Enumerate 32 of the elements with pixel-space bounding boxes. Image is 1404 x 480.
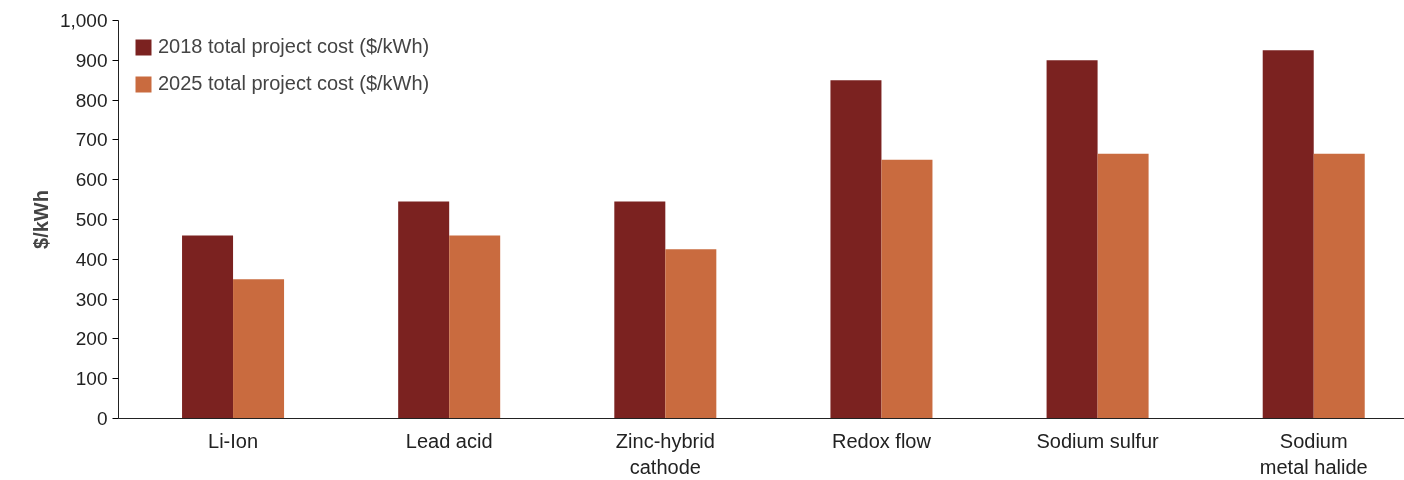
y-tick-label: 300 bbox=[75, 288, 108, 310]
bar bbox=[1313, 153, 1365, 419]
bar bbox=[1097, 153, 1149, 419]
x-tick-label: Redox flow bbox=[831, 429, 932, 452]
legend-label: 2025 total project cost ($/kWh) bbox=[158, 72, 430, 95]
y-tick-label: 400 bbox=[75, 248, 108, 270]
y-tick-label: 0 bbox=[96, 408, 108, 429]
y-tick-label: 200 bbox=[75, 328, 108, 350]
y-tick-label: 100 bbox=[75, 368, 108, 390]
bar bbox=[830, 80, 882, 419]
bar bbox=[182, 235, 234, 419]
x-tick-label: Sodium sulfur bbox=[1036, 429, 1160, 452]
bar bbox=[665, 249, 717, 419]
x-tick-label: Zinc-hybrid cathode bbox=[615, 429, 715, 478]
y-tick-label: 900 bbox=[75, 49, 108, 71]
y-tick-label: 800 bbox=[75, 89, 108, 111]
bar bbox=[614, 201, 666, 419]
y-tick-label: 700 bbox=[75, 129, 108, 151]
bar bbox=[398, 201, 450, 419]
bar bbox=[449, 235, 501, 419]
x-tick-label: Li-Ion bbox=[208, 429, 259, 452]
bar bbox=[1262, 50, 1314, 419]
x-tick-label: Sodium metal halide bbox=[1259, 429, 1368, 478]
bar bbox=[881, 159, 933, 419]
y-tick-label: 500 bbox=[75, 209, 108, 230]
y-tick-label: 1,000 bbox=[59, 10, 108, 31]
y-axis-title: $/kWh bbox=[29, 190, 52, 249]
bar bbox=[1046, 60, 1098, 419]
legend-label: 2018 total project cost ($/kWh) bbox=[158, 35, 430, 58]
y-tick-label: 600 bbox=[75, 169, 108, 191]
x-tick-label: Lead acid bbox=[405, 429, 493, 452]
bar bbox=[233, 279, 285, 419]
